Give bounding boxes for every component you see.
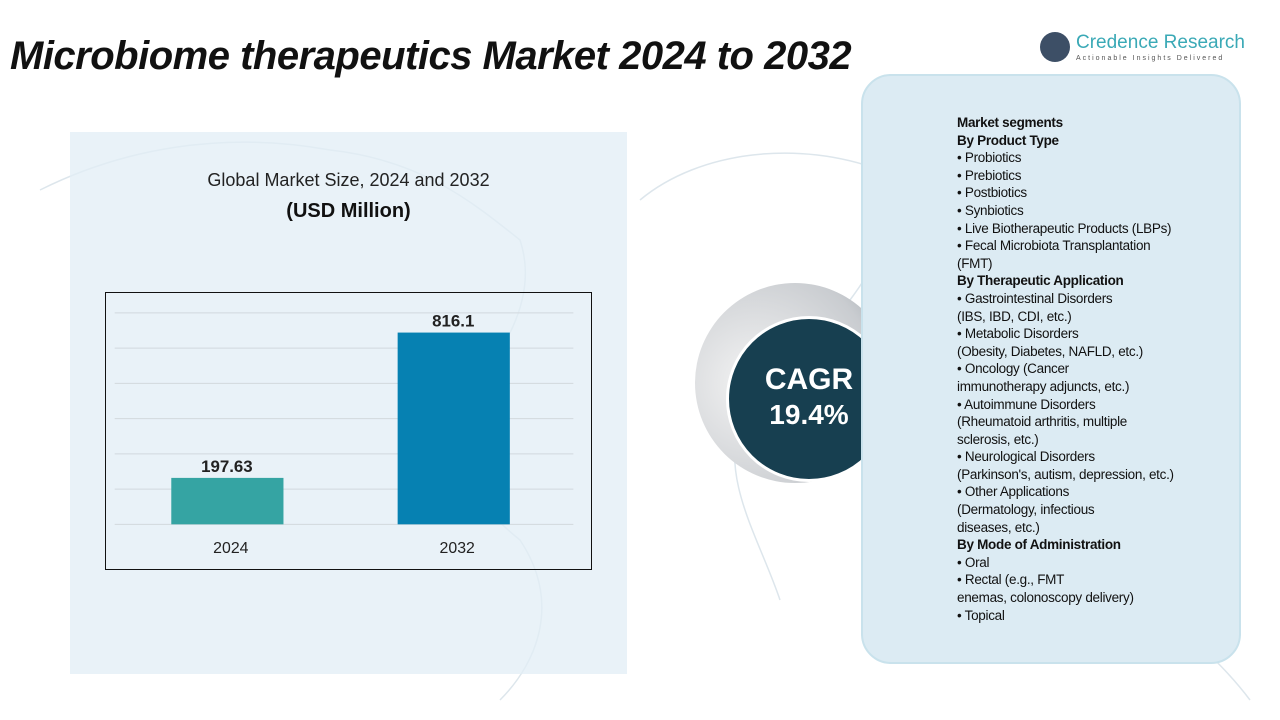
segment-category: By Mode of Administration [957, 537, 1121, 553]
segment-item: • Metabolic Disorders [957, 326, 1079, 342]
bar-chart: 197.63 2024 816.1 2032 [105, 292, 592, 570]
segment-item: • Prebiotics [957, 167, 1022, 183]
segment-category: By Therapeutic Application [957, 273, 1124, 289]
chart-title: Global Market Size, 2024 and 2032 [207, 170, 490, 190]
segments-panel [861, 74, 1241, 664]
logo-chart-icon [1040, 32, 1070, 62]
segment-item: • Other Applications [957, 484, 1070, 500]
segments-heading: Market segments [957, 115, 1063, 130]
segment-item: immunotherapy adjuncts, etc.) [957, 378, 1130, 394]
segment-item: (IBS, IBD, CDI, etc.) [957, 308, 1072, 324]
segment-item: • Oncology (Cancer [957, 361, 1069, 377]
data-label: 816.1 [432, 312, 474, 331]
segment-item: enemas, colonoscopy delivery) [957, 590, 1134, 606]
segment-item: (Rheumatoid arthritis, multiple [957, 414, 1128, 430]
segment-item: (Parkinson's, autism, depression, etc.) [957, 466, 1174, 482]
segment-item: • Gastrointestinal Disorders [957, 290, 1113, 306]
segment-item: • Oral [957, 554, 990, 570]
page-title: Microbiome therapeutics Market 2024 to 2… [10, 34, 852, 78]
segment-item: • Probiotics [957, 150, 1022, 166]
segment-item: • Live Biotherapeutic Products (LBPs) [957, 220, 1172, 236]
segment-item: sclerosis, etc.) [957, 431, 1039, 447]
brand-logo: Credence Research Actionable Insights De… [1040, 32, 1245, 62]
segment-item: • Postbiotics [957, 185, 1027, 201]
bar-2024 [171, 477, 284, 525]
bar-2032 [397, 332, 510, 525]
segment-item: (FMT) [957, 255, 993, 271]
cagr-value: 19.4% [769, 399, 849, 430]
segment-item: (Obesity, Diabetes, NAFLD, etc.) [957, 343, 1143, 359]
segment-item: • Neurological Disorders [957, 449, 1095, 465]
segment-item: • Fecal Microbiota Transplantation [957, 238, 1151, 254]
segment-category: By Product Type [957, 132, 1059, 148]
segments-list: Market segments By Product Type • Probiot… [957, 114, 1237, 624]
logo-tagline: Actionable Insights Delivered [1076, 55, 1225, 62]
segment-item: (Dermatology, infectious [957, 502, 1095, 518]
logo-name: Credence Research [1076, 32, 1245, 53]
x-tick-label: 2032 [440, 540, 475, 557]
cagr-label: CAGR [764, 363, 854, 396]
segment-item: • Autoimmune Disorders [957, 396, 1096, 412]
segment-item: diseases, etc.) [957, 519, 1040, 535]
segment-item: • Synbiotics [957, 202, 1024, 218]
segment-item: • Rectal (e.g., FMT [957, 572, 1065, 588]
segment-item: • Topical [957, 607, 1005, 623]
chart-panel [70, 132, 627, 674]
x-tick-label: 2024 [213, 540, 248, 557]
data-label: 197.63 [201, 457, 253, 476]
chart-subtitle: (USD Million) [286, 200, 411, 222]
